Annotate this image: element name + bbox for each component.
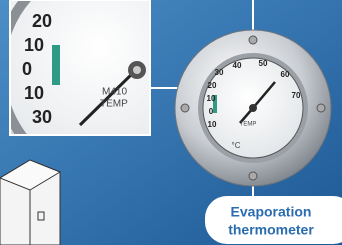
dial-label: 0 [209, 107, 214, 116]
dial-label: 10 [207, 94, 216, 103]
dial-label: 50 [259, 59, 268, 68]
dial-label: 20 [32, 11, 52, 31]
dial-label: 60 [281, 70, 290, 79]
callout-text: thermometer [228, 222, 314, 238]
dial-unit: TEMP [100, 99, 128, 110]
callout-text: Evaporation [231, 204, 312, 220]
device [0, 160, 60, 245]
dial-brand: M410 [102, 87, 127, 98]
dial-label: 20 [208, 81, 217, 90]
dial-symbol: °C [232, 141, 241, 150]
dial-label: 10 [24, 83, 44, 103]
dial-label: 30 [215, 68, 224, 77]
illustration: 201001030M410TEMP 30201001040506070TEMP°… [0, 0, 342, 245]
dial-label: 30 [32, 107, 52, 127]
dial-label: 40 [233, 61, 242, 70]
dial-label: 10 [24, 35, 44, 55]
dial-unit: TEMP [240, 122, 257, 128]
dial-label: 10 [208, 120, 217, 129]
gauge [175, 30, 331, 186]
dial-label: 70 [292, 91, 301, 100]
dial-label: 0 [22, 59, 32, 79]
page: {"zoom_dial": {"labels": ["20", "10", "0… [0, 0, 342, 245]
